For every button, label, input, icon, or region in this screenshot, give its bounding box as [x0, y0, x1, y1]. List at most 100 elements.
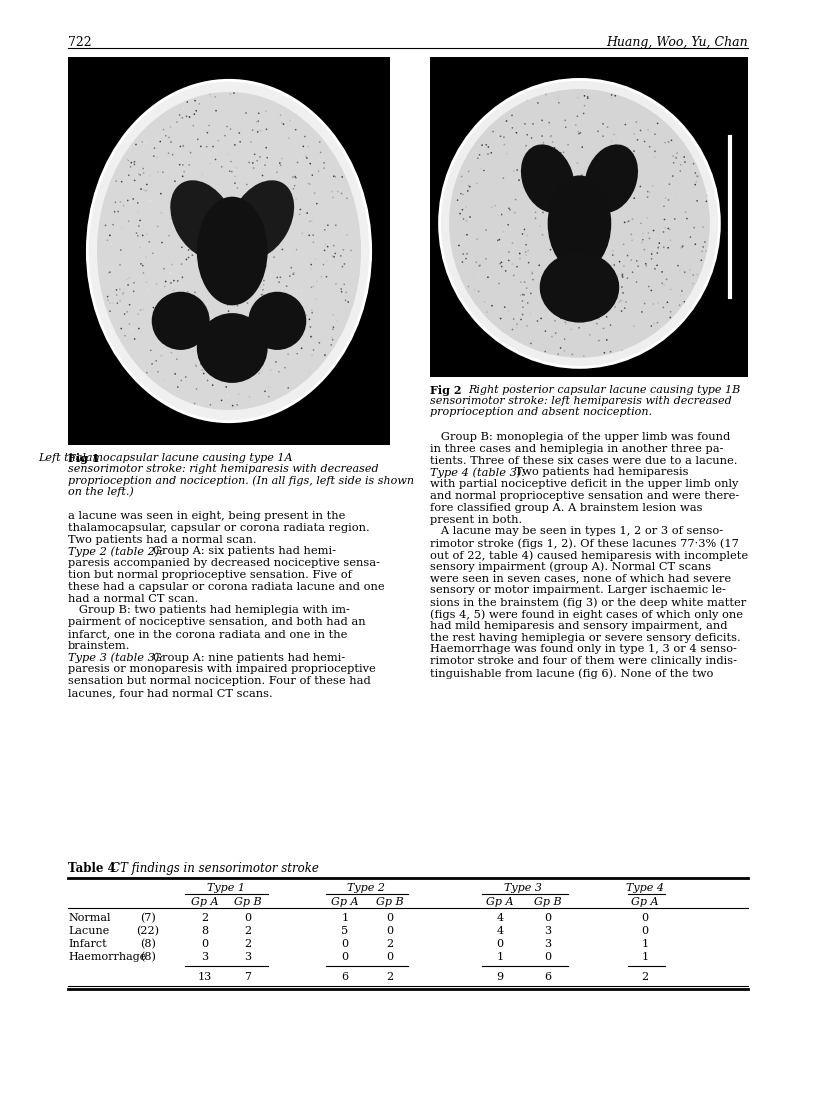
Point — [188, 283, 202, 301]
Point — [202, 201, 215, 219]
Point — [538, 271, 551, 289]
Ellipse shape — [449, 89, 710, 357]
Ellipse shape — [197, 196, 268, 305]
Point — [607, 265, 620, 283]
Point — [600, 307, 613, 325]
Point — [592, 332, 605, 350]
Point — [523, 161, 536, 179]
Point — [540, 194, 553, 212]
Point — [647, 222, 660, 240]
Point — [525, 129, 538, 147]
Text: 3: 3 — [544, 926, 552, 936]
Point — [619, 300, 632, 317]
Point — [184, 144, 197, 162]
Point — [621, 97, 634, 114]
Point — [226, 396, 239, 414]
Point — [326, 306, 339, 324]
Point — [175, 340, 188, 357]
Text: 0: 0 — [387, 952, 393, 962]
Point — [244, 306, 257, 324]
Point — [171, 113, 184, 131]
Point — [516, 317, 529, 335]
Point — [601, 119, 614, 137]
Point — [539, 182, 552, 200]
Point — [592, 122, 605, 140]
Point — [154, 184, 167, 202]
Text: 0: 0 — [544, 952, 552, 962]
Point — [249, 226, 262, 244]
Point — [572, 92, 585, 110]
Text: 1: 1 — [641, 939, 649, 949]
Point — [561, 196, 574, 214]
Point — [491, 206, 504, 224]
Point — [206, 138, 220, 155]
Point — [533, 188, 546, 205]
Point — [175, 314, 188, 332]
Point — [304, 212, 317, 230]
Point — [168, 188, 181, 205]
Point — [545, 235, 558, 253]
Point — [215, 189, 228, 206]
Text: Fig 1: Fig 1 — [68, 453, 100, 464]
Point — [228, 168, 242, 185]
Point — [486, 123, 499, 141]
Point — [578, 320, 591, 337]
Point — [165, 344, 178, 362]
Point — [329, 168, 342, 185]
Text: 2: 2 — [202, 914, 209, 924]
Point — [537, 134, 550, 152]
Point — [621, 270, 634, 287]
Text: Gp B: Gp B — [534, 897, 561, 907]
Point — [140, 249, 153, 266]
Point — [539, 281, 552, 299]
Point — [180, 196, 193, 214]
Point — [131, 194, 144, 212]
Point — [545, 181, 558, 199]
Point — [111, 294, 124, 312]
Point — [115, 220, 128, 238]
Text: Left thalamocapsular lacune causing type 1A: Left thalamocapsular lacune causing type… — [38, 453, 292, 463]
Point — [326, 189, 339, 206]
Point — [193, 252, 206, 270]
Point — [282, 379, 295, 396]
Point — [472, 282, 485, 300]
Point — [190, 251, 203, 269]
Text: with partial nociceptive deficit in the upper limb only: with partial nociceptive deficit in the … — [430, 480, 738, 490]
Point — [245, 367, 258, 385]
Point — [202, 117, 215, 134]
Point — [314, 143, 327, 161]
Point — [322, 238, 335, 255]
Text: a lacune was seen in eight, being present in the: a lacune was seen in eight, being presen… — [68, 511, 345, 521]
Point — [688, 219, 701, 236]
Point — [253, 366, 266, 384]
Point — [599, 279, 612, 296]
Point — [273, 154, 286, 172]
Point — [459, 185, 472, 203]
Point — [271, 311, 284, 329]
Point — [147, 148, 160, 165]
Point — [295, 340, 308, 357]
Point — [614, 184, 627, 202]
Point — [340, 226, 353, 244]
Text: Haemorrhage was found only in type 1, 3 or 4 senso-: Haemorrhage was found only in type 1, 3 … — [430, 645, 737, 655]
Point — [640, 281, 653, 299]
Point — [650, 256, 663, 274]
Point — [549, 287, 562, 305]
Point — [659, 219, 672, 236]
Point — [506, 234, 519, 252]
Point — [282, 320, 295, 337]
Text: 0: 0 — [202, 939, 209, 949]
Point — [500, 144, 513, 162]
Point — [224, 153, 237, 171]
Point — [655, 263, 668, 281]
Point — [319, 235, 332, 253]
Point — [535, 111, 548, 129]
Point — [274, 190, 287, 208]
Point — [577, 104, 590, 122]
Point — [230, 235, 243, 253]
Point — [638, 241, 651, 259]
Point — [233, 133, 246, 151]
Point — [565, 345, 579, 363]
Point — [548, 150, 561, 168]
Point — [165, 193, 178, 211]
